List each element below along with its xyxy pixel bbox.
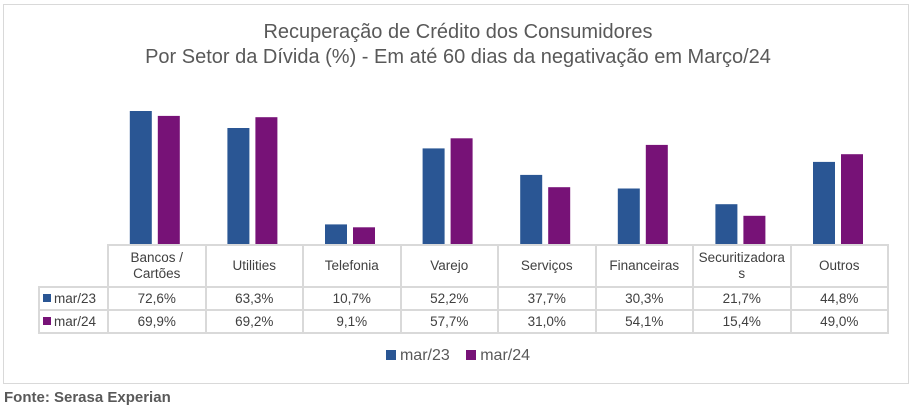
row-label-mar24: mar/24	[38, 309, 109, 334]
data-label: 31,0%	[497, 309, 597, 334]
category-label: Telefonia	[302, 244, 402, 288]
data-label: 69,2%	[204, 309, 304, 334]
table-corner	[39, 245, 109, 288]
bar-mar23-6	[715, 204, 738, 244]
bar-mar24-2	[353, 227, 375, 244]
legend: mar/23 mar/24	[0, 347, 916, 365]
source-note: Fonte: Serasa Experian	[4, 389, 171, 406]
legend-item-mar24: mar/24	[466, 347, 530, 365]
data-label: 44,8%	[789, 286, 889, 311]
category-label: Utilities	[204, 244, 304, 288]
bar-mar23-0	[129, 111, 152, 244]
data-label: 72,6%	[107, 286, 207, 311]
category-label: Financeiras	[594, 244, 694, 288]
data-label: 57,7%	[399, 309, 499, 334]
legend-item-mar23: mar/23	[385, 347, 450, 365]
bar-mar23-1	[227, 128, 250, 244]
bar-mar23-3	[422, 148, 445, 244]
table-row-mar23: mar/23 72,6% 63,3% 10,7% 52,2% 37,7% 30,3% 21,7…	[38, 286, 889, 311]
series-swatch	[43, 317, 51, 325]
bar-mar23-5	[617, 188, 640, 244]
legend-swatch-mar24	[466, 350, 477, 360]
table-row-mar24: mar/24 69,9% 69,2% 9,1% 57,7% 31,0% 54,1% 15,4%…	[38, 309, 889, 334]
legend-label-mar24: mar/24	[480, 347, 531, 364]
data-label: 9,1%	[302, 309, 402, 334]
bar-mar23-4	[520, 174, 543, 244]
bar-mar24-3	[450, 138, 473, 244]
data-label: 69,9%	[107, 309, 207, 334]
chart-frame	[3, 4, 909, 384]
data-label: 52,2%	[399, 286, 499, 311]
data-label: 30,3%	[594, 286, 694, 311]
data-label: 63,3%	[204, 286, 304, 311]
category-label: Bancos / Cartões	[107, 244, 207, 288]
chart-subtitle: Por Setor da Dívida (%) - Em até 60 dias…	[145, 46, 771, 68]
bar-mar24-1	[255, 117, 278, 244]
category-label: Varejo	[399, 244, 499, 288]
legend-swatch-mar23	[385, 350, 396, 360]
category-label: Securitizadora s	[692, 244, 792, 288]
data-label: 54,1%	[594, 309, 694, 334]
bar-mar24-5	[645, 144, 668, 244]
bar-mar24-7	[841, 154, 863, 244]
bar-mar24-4	[548, 187, 571, 244]
category-label: Serviços	[497, 244, 597, 288]
data-label: 37,7%	[497, 286, 597, 311]
bar-mar23-7	[813, 161, 835, 244]
row-label-mar23: mar/23	[38, 286, 109, 311]
data-label: 21,7%	[692, 286, 792, 311]
legend-label-mar23: mar/23	[399, 347, 450, 364]
bar-mar24-0	[157, 115, 180, 245]
data-label: 15,4%	[692, 309, 792, 334]
series-swatch	[43, 294, 51, 302]
bar-mar24-6	[743, 215, 766, 244]
bar-mar23-2	[325, 224, 347, 244]
chart-title-line1: Recuperação de Crédito dos Consumidores	[263, 21, 653, 43]
data-label: 10,7%	[302, 286, 402, 311]
data-label: 49,0%	[789, 309, 889, 334]
category-label: Outros	[789, 244, 889, 288]
data-table: Bancos / Cartões Utilities Telefonia Varejo S…	[38, 244, 889, 334]
table-header-row: Bancos / Cartões Utilities Telefonia Varejo S…	[39, 244, 889, 288]
chart-title: Recuperação de Crédito dos Consumidores …	[0, 20, 916, 70]
